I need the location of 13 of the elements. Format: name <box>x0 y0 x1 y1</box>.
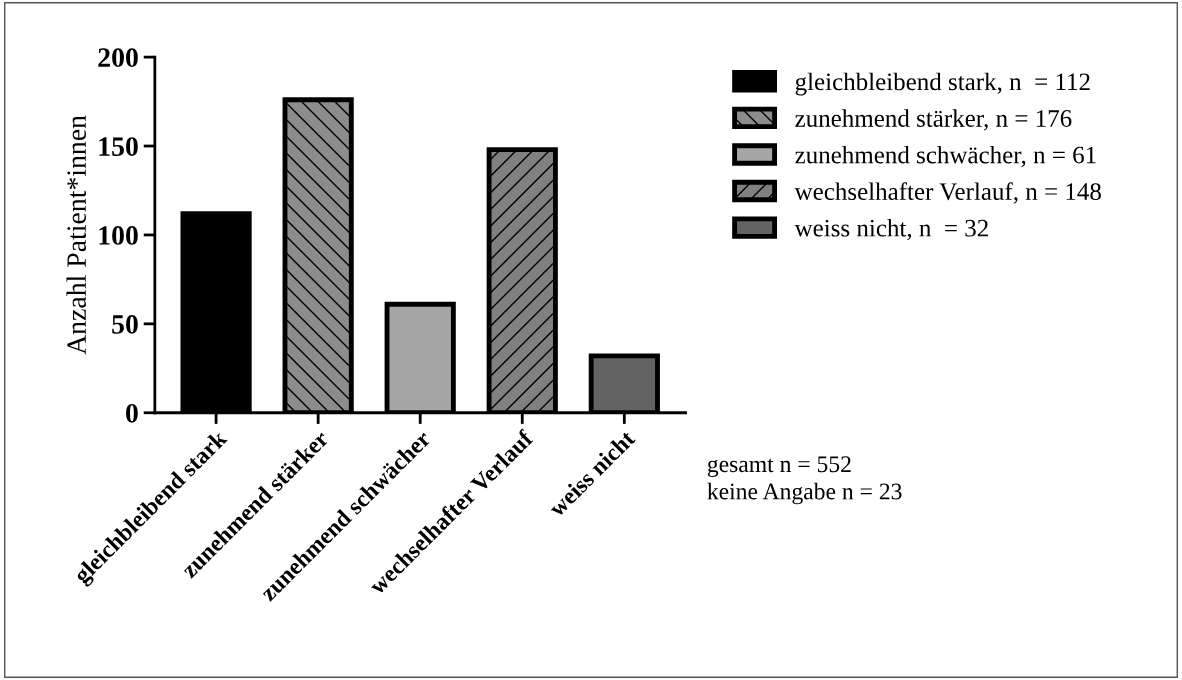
legend-label: wechselhafter Verlauf, n = 148 <box>794 182 1101 204</box>
y-tick-label: 50 <box>112 315 138 334</box>
y-tick-label: 200 <box>98 48 138 68</box>
y-tick-label: 0 <box>126 403 138 423</box>
legend-label: weiss nicht, n = 32 <box>794 219 988 241</box>
legend-label: zunehmend stärker, n = 176 <box>795 109 1072 131</box>
legend-label: gleichbleibend stark, n = 112 <box>795 72 1090 96</box>
legend-label: zunehmend schwächer, n = 61 <box>795 145 1096 168</box>
text: gesamt n = 552 <box>707 456 851 478</box>
y-tick-label: 100 <box>99 226 138 245</box>
y-tick-label: 150 <box>99 137 138 156</box>
text: keine Angabe n = 23 <box>707 482 902 505</box>
y-axis-title: Anzahl Patient*innen <box>66 115 87 355</box>
